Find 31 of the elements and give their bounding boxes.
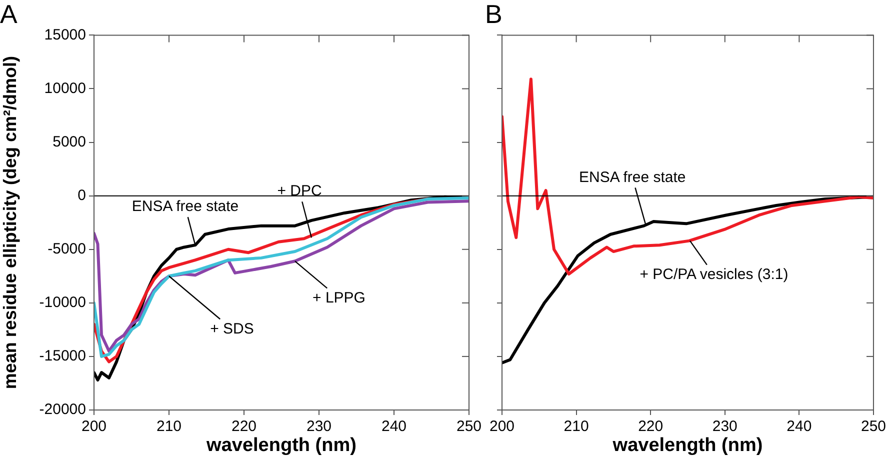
annotation: + DPC — [277, 182, 322, 200]
y-tick-label: 15000 — [44, 26, 86, 44]
y-tick-label: -5000 — [48, 240, 86, 258]
y-tick-label: -20000 — [39, 401, 86, 418]
x-tick-label: 250 — [456, 418, 482, 436]
y-tick-label: 5000 — [52, 133, 86, 150]
annotation: ENSA free state — [132, 198, 239, 216]
y-tick-label: -10000 — [39, 294, 86, 312]
x-tick-label: 200 — [489, 418, 515, 436]
x-tick-label: 240 — [381, 418, 407, 436]
x-tick-label: 200 — [81, 418, 107, 436]
y-tick-label: 10000 — [44, 80, 86, 97]
x-tick-label: 230 — [712, 418, 738, 436]
x-axis-title: wavelength (nm) — [206, 434, 356, 456]
x-tick-label: 230 — [306, 418, 332, 436]
y-axis-title: mean residue ellipticity (deg cm²/dmol) — [0, 56, 20, 390]
annotation: ENSA free state — [579, 168, 686, 186]
y-tick-label: -15000 — [39, 348, 86, 365]
x-tick-label: 250 — [860, 418, 886, 436]
x-tick-label: 220 — [638, 418, 664, 436]
x-tick-label: 210 — [564, 418, 589, 436]
annotation: + SDS — [210, 320, 254, 338]
x-tick-label: 240 — [786, 418, 812, 436]
x-axis-title: wavelength (nm) — [612, 434, 763, 456]
chart-title: B — [485, 0, 502, 29]
y-tick-label: 0 — [78, 186, 86, 204]
x-tick-label: 210 — [156, 418, 182, 436]
annotation: + LPPG — [312, 289, 366, 306]
annotation: + PC/PA vesicles (3:1) — [640, 266, 788, 283]
x-tick-label: 220 — [231, 418, 257, 436]
chart-title: A — [0, 0, 18, 29]
